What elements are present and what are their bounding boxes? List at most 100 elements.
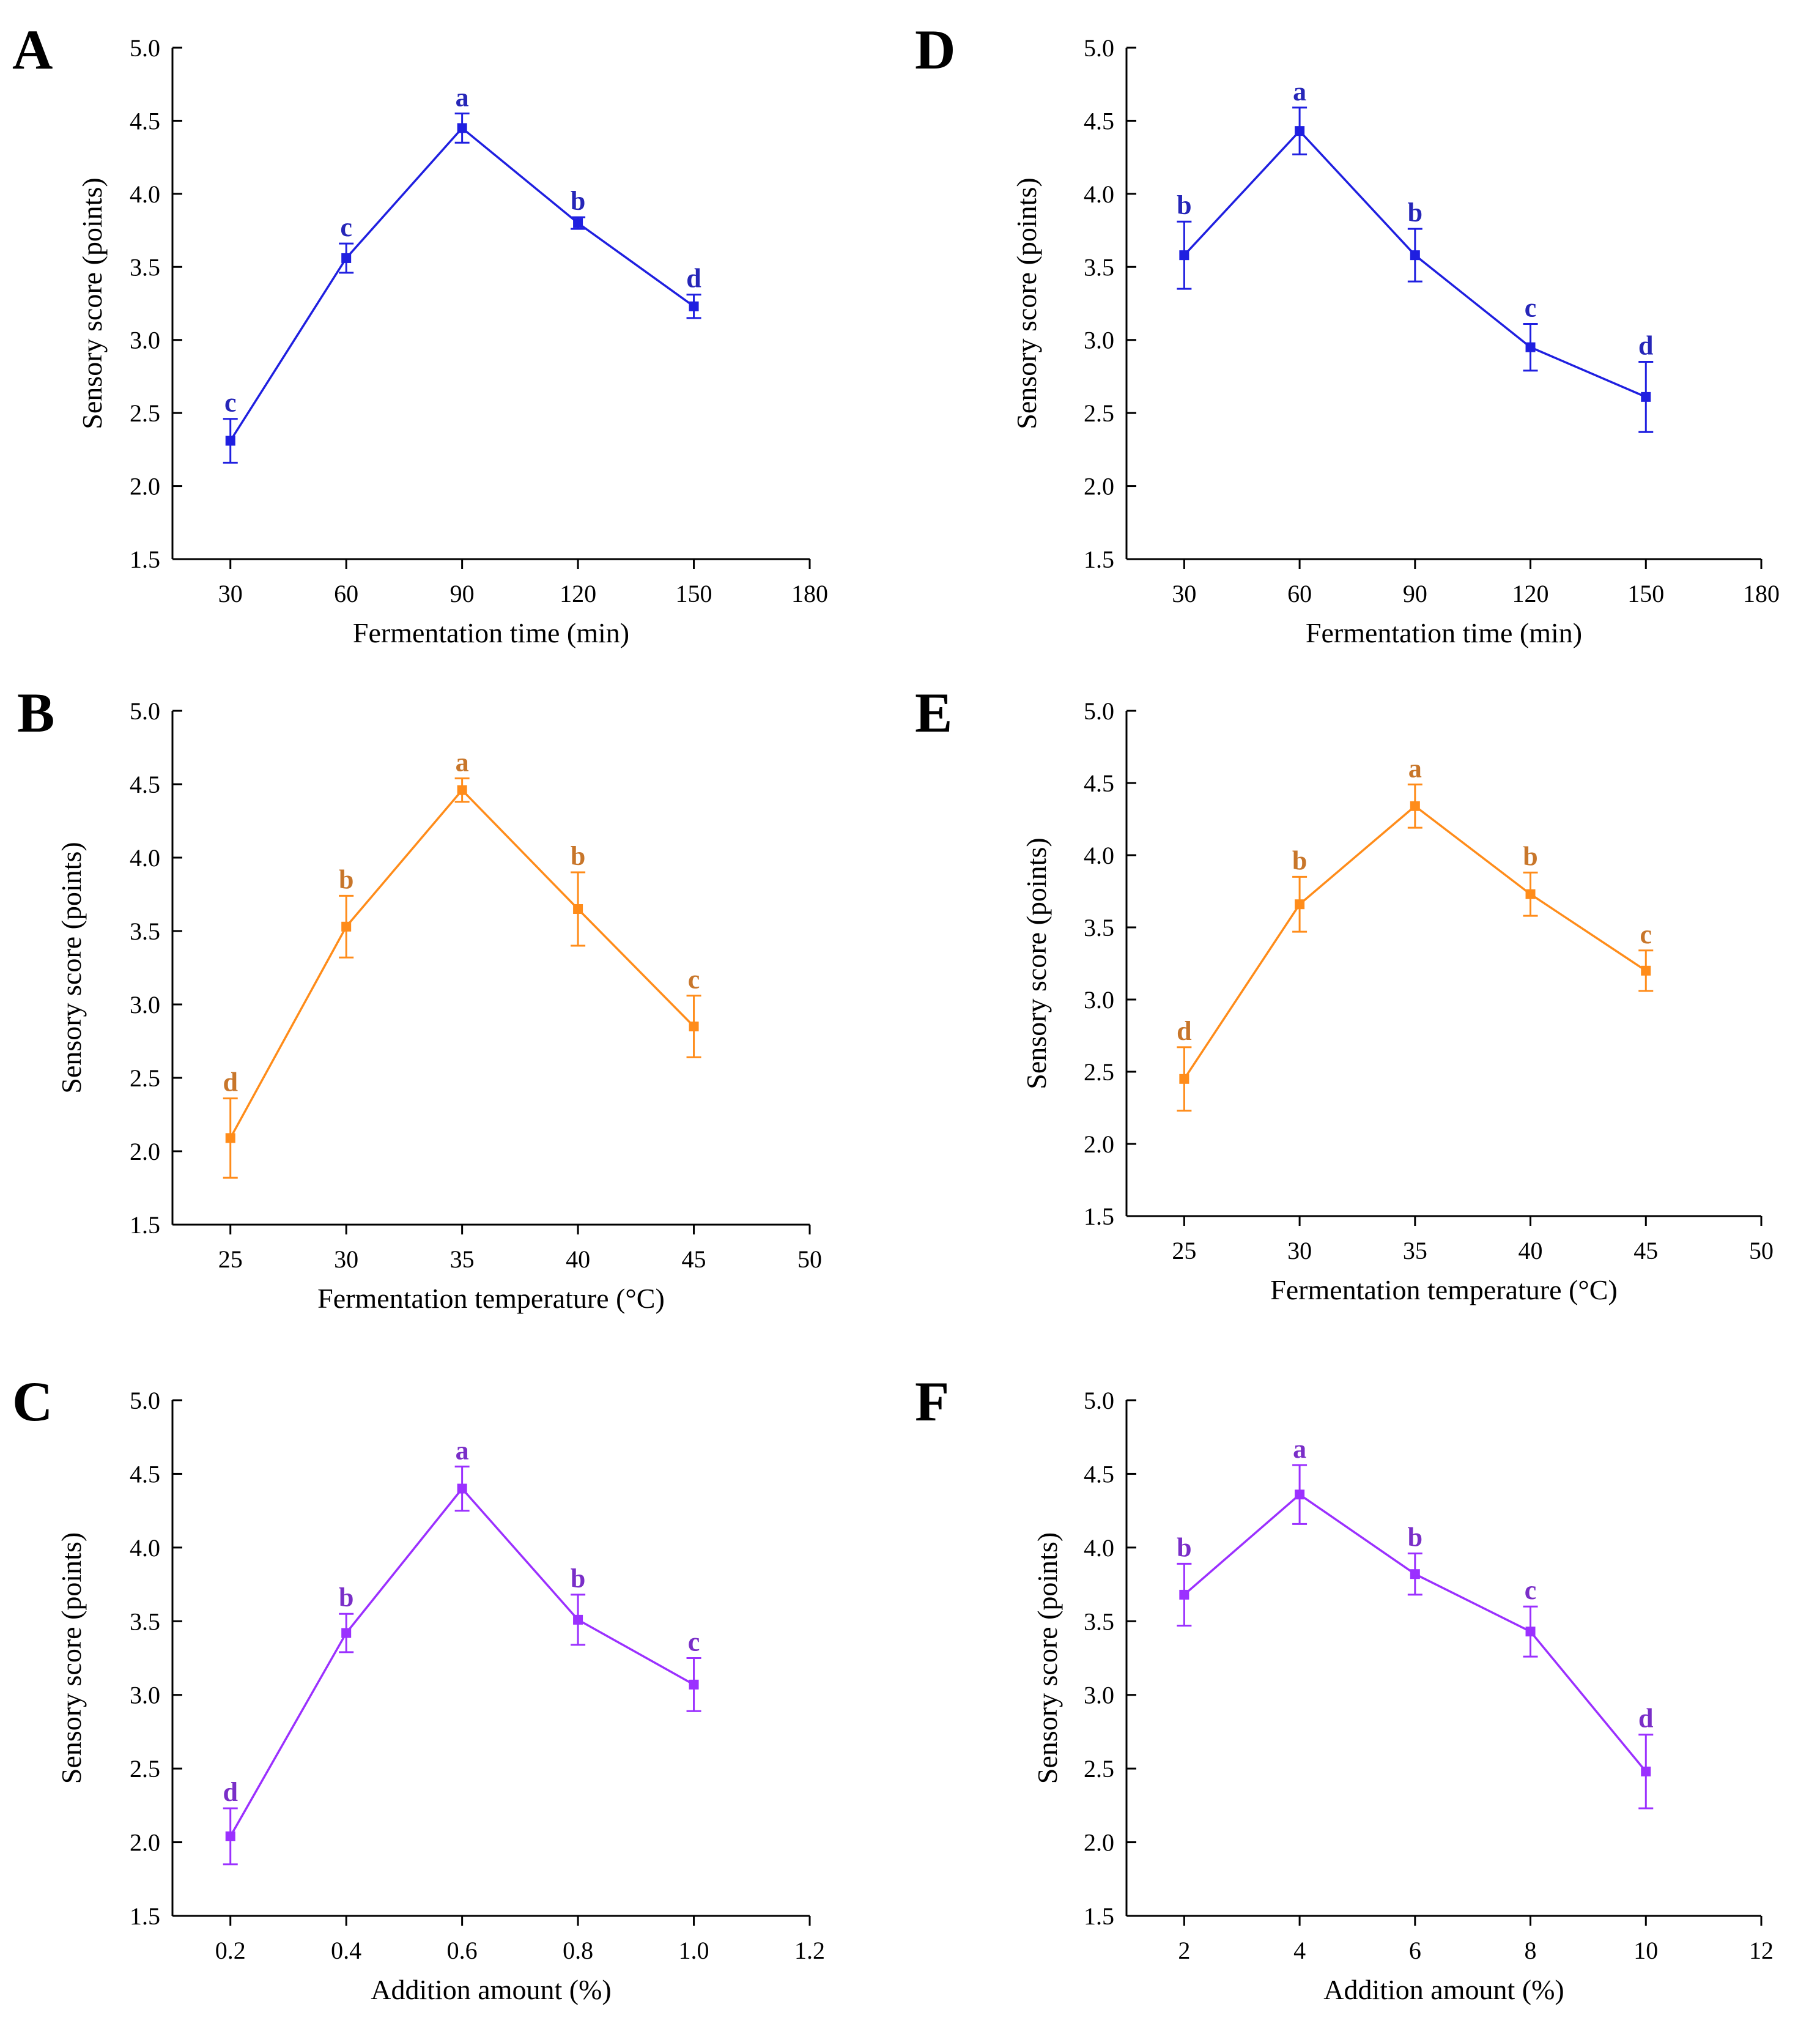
y-tick-label: 2.5 [130,399,160,427]
y-tick-label: 2.0 [130,1138,160,1165]
y-tick-label: 3.5 [130,918,160,945]
y-tick-label: 4.5 [1084,107,1114,135]
y-tick-label: 3.0 [1084,986,1114,1014]
y-tick-label: 3.5 [1084,914,1114,941]
data-point [573,904,583,914]
x-tick-label: 25 [218,1245,243,1273]
x-tick-label: 40 [566,1245,590,1273]
chart-panel-c: C 1.5 2.0 2.5 3.0 3.5 4.0 4.5 5.0 0.2 0.4 0.6 0.8 1.0… [12,1370,825,2005]
y-tick-label: 3.0 [130,327,160,354]
y-tick-label: 4.5 [130,771,160,798]
x-tick-label: 6 [1409,1937,1421,1964]
data-point [341,1628,352,1638]
panel-letter: A [12,18,53,81]
significance-letter: b [1177,190,1191,220]
data-point [457,123,467,133]
significance-letter: c [224,388,237,418]
y-tick-label: 5.0 [1084,697,1114,725]
significance-letter: a [1408,753,1422,783]
data-point [1641,965,1651,976]
x-tick-label: 150 [676,580,712,607]
significance-letter: d [223,1777,237,1807]
x-tick-label: 150 [1627,580,1664,607]
significance-letter: b [1292,845,1307,875]
x-tick-label: 50 [1749,1237,1774,1264]
significance-letter: d [1177,1016,1191,1046]
data-point [1410,801,1420,811]
x-tick-label: 30 [334,1245,358,1273]
y-tick-label: 2.5 [130,1064,160,1092]
y-tick-label: 3.5 [130,1608,160,1635]
x-tick-label: 0.4 [331,1937,361,1964]
series-line [1183,804,1647,1080]
y-axis-title: Sensory score (points) [1011,177,1042,429]
significance-letter: b [571,186,585,216]
data-point [341,921,352,932]
y-tick-label: 3.5 [130,253,160,281]
x-tick-label: 0.2 [215,1937,246,1964]
x-tick-label: 180 [791,580,828,607]
chart-panel-e: E 1.5 2.0 2.5 3.0 3.5 4.0 4.5 5.0 25 30 35 40 45 50 Fer… [915,681,1774,1305]
series-line [229,789,695,1139]
series-line [229,126,695,442]
data-point [457,1483,467,1494]
data-point [573,1614,583,1625]
x-axis-title: Addition amount (%) [371,1974,612,2005]
y-tick-label: 4.5 [130,107,160,135]
data-point [1179,1589,1189,1600]
significance-letter: b [1523,841,1537,871]
data-point [1295,1490,1305,1500]
data-point [1641,391,1651,402]
significance-letter: b [339,864,353,894]
x-axis-title: Fermentation time (min) [353,617,629,648]
y-tick-label: 4.0 [130,1534,160,1562]
chart-panel-d: D 1.5 2.0 2.5 3.0 3.5 4.0 4.5 5.0 30 60 90 120 150 180… [915,18,1780,648]
data-point [1410,250,1420,261]
data-point [225,1831,235,1841]
x-tick-label: 30 [1287,1237,1312,1264]
x-tick-label: 12 [1749,1937,1774,1964]
data-point [1641,1766,1651,1776]
x-tick-label: 35 [450,1245,475,1273]
significance-letter: a [1293,1434,1306,1464]
y-tick-label: 2.5 [1084,1058,1114,1086]
significance-letter: c [1525,1575,1537,1605]
significance-letter: c [688,1627,700,1657]
data-point [1295,899,1305,910]
x-tick-label: 0.6 [447,1937,478,1964]
y-tick-label: 1.5 [130,546,160,573]
x-tick-label: 1.2 [794,1937,825,1964]
y-tick-label: 1.5 [1084,1203,1114,1230]
data-point [1525,342,1536,352]
y-tick-label: 2.0 [1084,473,1114,500]
y-tick-label: 4.0 [1084,180,1114,208]
y-tick-label: 2.0 [1084,1130,1114,1158]
x-tick-label: 50 [797,1245,822,1273]
y-tick-label: 5.0 [130,697,160,725]
significance-letter: d [686,264,701,294]
y-tick-label: 2.0 [130,473,160,500]
panel-letter: C [12,1370,53,1433]
data-point [689,1022,699,1031]
data-point [1179,1074,1189,1084]
significance-letter: d [1638,1704,1653,1734]
y-tick-label: 2.5 [1084,1755,1114,1783]
x-tick-label: 4 [1293,1937,1306,1964]
y-tick-label: 5.0 [130,34,160,62]
x-tick-label: 40 [1519,1237,1543,1264]
significance-letter: a [456,747,469,777]
y-tick-label: 3.0 [1084,327,1114,354]
y-axis-title: Sensory score (points) [56,1532,87,1784]
x-tick-label: 90 [450,580,475,607]
panel-letter: F [915,1370,949,1433]
y-tick-label: 5.0 [1084,34,1114,62]
significance-letter: b [1177,1532,1191,1562]
significance-letter: b [1408,1522,1422,1552]
x-tick-label: 90 [1403,580,1427,607]
x-axis-title: Fermentation temperature (°C) [317,1283,665,1314]
y-axis-title: Sensory score (points) [56,842,87,1093]
x-tick-label: 180 [1743,580,1780,607]
x-axis-title: Fermentation time (min) [1306,617,1582,648]
x-tick-label: 45 [682,1245,706,1273]
data-point [1410,1569,1420,1579]
